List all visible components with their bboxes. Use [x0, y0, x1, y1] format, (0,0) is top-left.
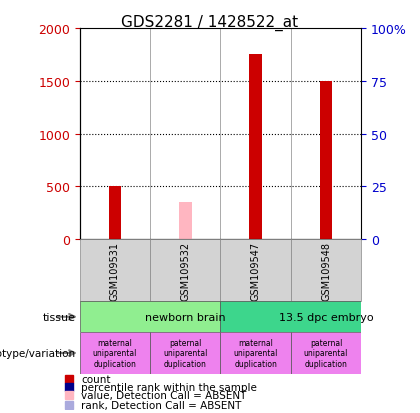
Text: GSM109548: GSM109548	[321, 241, 331, 300]
Text: GSM109532: GSM109532	[180, 241, 190, 300]
Bar	[80, 332, 150, 374]
Bar	[220, 301, 361, 332]
Text: GDS2281 / 1428522_at: GDS2281 / 1428522_at	[121, 14, 299, 31]
Text: value, Detection Call = ABSENT: value, Detection Call = ABSENT	[81, 391, 247, 401]
Text: rank, Detection Call = ABSENT: rank, Detection Call = ABSENT	[81, 400, 242, 410]
Bar	[291, 240, 361, 301]
Text: GSM109547: GSM109547	[251, 241, 261, 300]
Bar	[249, 55, 262, 240]
Bar	[150, 240, 220, 301]
Text: genotype/variation: genotype/variation	[0, 348, 76, 358]
Bar	[109, 187, 121, 240]
Text: GSM109531: GSM109531	[110, 241, 120, 300]
Bar	[220, 240, 291, 301]
Bar	[291, 332, 361, 374]
Bar	[220, 332, 291, 374]
Bar	[179, 203, 192, 240]
Text: maternal
uniparental
duplication: maternal uniparental duplication	[234, 338, 278, 368]
Text: paternal
uniparental
duplication: paternal uniparental duplication	[304, 338, 348, 368]
Text: 13.5 dpc embryo: 13.5 dpc embryo	[279, 312, 373, 322]
Bar	[80, 240, 150, 301]
Text: count: count	[81, 374, 111, 384]
Bar	[80, 301, 220, 332]
Text: paternal
uniparental
duplication: paternal uniparental duplication	[163, 338, 207, 368]
Text: percentile rank within the sample: percentile rank within the sample	[81, 382, 257, 392]
Bar	[320, 82, 332, 240]
Text: newborn brain: newborn brain	[145, 312, 226, 322]
Bar	[150, 332, 220, 374]
Text: tissue: tissue	[42, 312, 76, 322]
Text: maternal
uniparental
duplication: maternal uniparental duplication	[93, 338, 137, 368]
